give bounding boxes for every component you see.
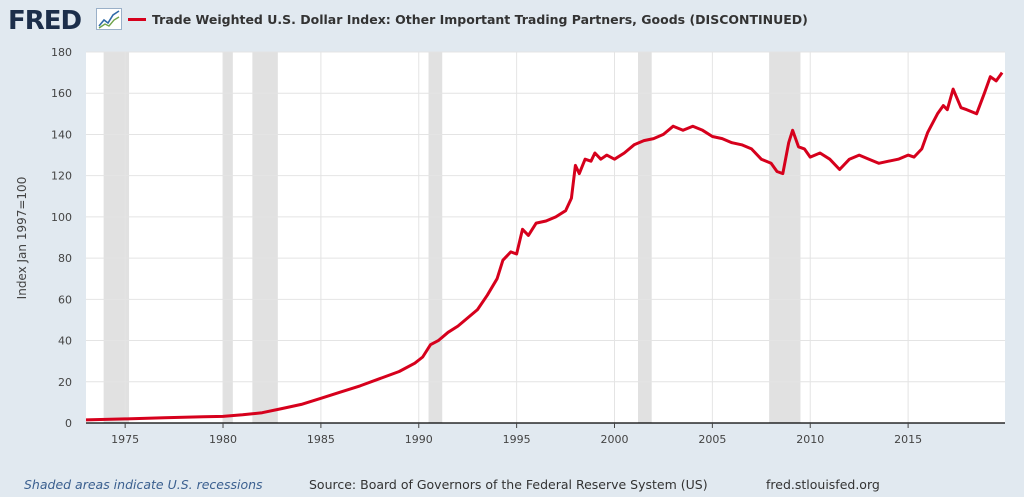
recession-band-2 <box>252 52 278 423</box>
x-tick-label: 1990 <box>405 433 433 446</box>
y-axis-label: Index Jan 1997=100 <box>15 177 29 300</box>
x-tick-label: 2005 <box>698 433 726 446</box>
y-tick-label: 0 <box>65 417 72 430</box>
y-tick-label: 60 <box>58 293 72 306</box>
x-tick-label: 2000 <box>600 433 628 446</box>
chart-header: FRED Trade Weighted U.S. Dollar Index: O… <box>0 0 1024 40</box>
line-chart: 0 20 40 60 80 100 120 140 160 180 1975 1980 1985 199… <box>15 46 1005 446</box>
x-tick-label: 2010 <box>796 433 824 446</box>
legend-series-title: Trade Weighted U.S. Dollar Index: Other … <box>152 12 808 27</box>
recession-note[interactable]: Shaded areas indicate U.S. recessions <box>24 477 263 492</box>
recession-bands <box>103 52 801 423</box>
x-tick-label: 1975 <box>111 433 139 446</box>
y-tick-label: 40 <box>58 335 72 348</box>
recession-band-1 <box>223 52 233 423</box>
y-tick-label: 20 <box>58 376 72 389</box>
fred-graph-icon <box>96 8 122 30</box>
legend-swatch <box>128 18 146 21</box>
recession-band-4 <box>637 52 652 423</box>
series-line-0 <box>85 71 1004 422</box>
plot-area <box>86 52 1005 423</box>
series-layer <box>85 71 1004 422</box>
y-tick-labels: 0 20 40 60 80 100 120 140 160 180 <box>51 46 72 430</box>
x-tick-label: 2015 <box>894 433 922 446</box>
x-tick-label: 1980 <box>209 433 237 446</box>
y-tick-label: 160 <box>51 87 72 100</box>
fred-logo[interactable]: FRED <box>8 6 82 36</box>
x-tick-label: 1985 <box>307 433 335 446</box>
recession-band-3 <box>428 52 443 423</box>
source-note: Source: Board of Governors of the Federa… <box>309 477 708 492</box>
y-tick-label: 80 <box>58 252 72 265</box>
y-tick-label: 140 <box>51 128 72 141</box>
x-tick-labels: 1975 1980 1985 1990 1995 2000 2005 2010 2015 <box>111 423 922 446</box>
y-tick-label: 180 <box>51 46 72 59</box>
chart-legend: Trade Weighted U.S. Dollar Index: Other … <box>128 12 808 27</box>
recession-band-5 <box>769 52 801 423</box>
grid-lines <box>86 51 1005 423</box>
y-tick-label: 120 <box>51 170 72 183</box>
y-tick-label: 100 <box>51 211 72 224</box>
site-link[interactable]: fred.stlouisfed.org <box>766 477 880 492</box>
x-tick-label: 1995 <box>503 433 531 446</box>
